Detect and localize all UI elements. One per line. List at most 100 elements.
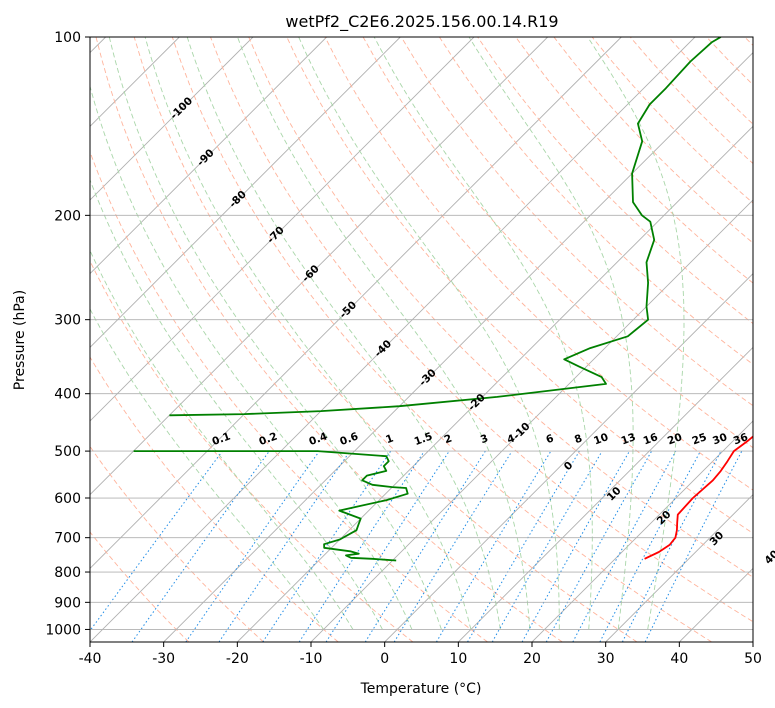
mixing-ratio-label: 2 (443, 432, 454, 446)
moist-adiabat (108, 37, 442, 630)
moist-adiabat (298, 37, 560, 630)
mixing-ratio-label: 30 (711, 431, 729, 447)
dry-adiabat (515, 37, 753, 284)
contour-labels: -100-90-80-70-60-50-40-30-20-10010203040… (168, 95, 775, 567)
plot-frame (89, 36, 754, 643)
mixing-ratio-label: 13 (620, 431, 638, 447)
dry-adiabat (90, 259, 414, 642)
moist-adiabat (90, 308, 324, 630)
dry-adiabat (324, 37, 753, 491)
isotherm-line (458, 346, 753, 642)
x-axis: -40 -30 -20 -10 0 10 20 30 40 50 (79, 642, 762, 667)
mixing-ratio-line (218, 450, 351, 642)
dewpoint-line (169, 37, 722, 417)
dry-adiabat (706, 37, 753, 86)
dry-adiabat (400, 37, 753, 407)
x-tick-label: -40 (79, 651, 102, 667)
isotherm-line (90, 37, 475, 422)
mixing-ratio-line (262, 450, 392, 642)
moist-adiabat (90, 84, 413, 630)
y-tick-label: 900 (54, 595, 81, 611)
y-tick-label: 600 (54, 491, 81, 507)
mixing-ratio-label: 3 (479, 432, 490, 446)
moist-adiabat (373, 37, 593, 630)
mixing-ratio-line (298, 450, 425, 642)
dry-adiabat (90, 445, 264, 642)
x-tick-label: -30 (152, 651, 175, 667)
dry-adiabat (210, 37, 753, 623)
dry-adiabat (668, 37, 753, 125)
y-tick-label: 300 (54, 313, 81, 329)
moist-adiabat (144, 37, 472, 630)
mixing-ratio-label: 0.6 (338, 430, 360, 448)
sounding-lines (133, 37, 753, 562)
y-tick-label: 500 (54, 444, 81, 460)
dry-adiabat (95, 37, 563, 642)
moist-adiabat (90, 249, 354, 630)
x-tick-label: 40 (670, 651, 688, 667)
x-tick-label: 30 (597, 651, 615, 667)
mixing-ratio-line (467, 450, 580, 642)
mixing-ratio-line (644, 450, 743, 642)
temperature-line (644, 435, 753, 560)
isotherm-line (310, 199, 753, 642)
dry-adiabat (248, 37, 753, 578)
moist-adiabat (237, 37, 531, 630)
dry-adiabat (90, 150, 488, 642)
x-tick-label: 20 (523, 651, 541, 667)
chart-title: wetPf2_C2E6.2025.156.00.14.R19 (285, 12, 558, 32)
y-tick-label: 100 (54, 30, 81, 46)
x-tick-label: 10 (449, 651, 467, 667)
mixing-ratio-line (185, 450, 320, 642)
isotherm-line (90, 37, 548, 496)
x-tick-label: 0 (380, 651, 389, 667)
mixing-ratio-line (325, 450, 450, 642)
isotherm-label: 40 (762, 548, 775, 567)
y-axis: 100 200 300 400 500 600 700 800 900 1000 (45, 30, 90, 638)
isotherm-line (90, 37, 622, 569)
dewpoint-line (133, 450, 409, 562)
x-tick-label: -10 (300, 651, 323, 667)
mixing-ratio-line (131, 450, 270, 642)
x-axis-label: Temperature (°C) (360, 681, 482, 697)
mixing-ratio-label: 0.2 (257, 430, 279, 448)
background-lines (90, 37, 753, 642)
isotherm-label: 30 (707, 529, 726, 548)
moist-adiabat (587, 37, 685, 630)
isotherm-line (90, 37, 401, 348)
y-tick-label: 200 (54, 208, 81, 224)
mixing-ratio-label: 8 (573, 432, 584, 446)
mixing-ratio-line (435, 450, 552, 642)
isotherm-label: 10 (605, 485, 624, 504)
isotherm-line (237, 125, 753, 642)
mixing-ratio-label: 20 (666, 431, 684, 447)
moist-adiabat (90, 178, 383, 630)
x-tick-label: 50 (744, 651, 762, 667)
mixing-ratio-label: 10 (592, 431, 610, 447)
isotherm-line (90, 37, 327, 275)
y-tick-label: 800 (54, 565, 81, 581)
isotherm-line (531, 420, 753, 642)
y-tick-label: 1000 (45, 622, 81, 638)
mixing-ratio-label: 36 (732, 431, 750, 447)
dry-adiabat (171, 37, 712, 642)
mixing-ratio-line (90, 450, 223, 632)
isotherm-label: 20 (655, 508, 674, 527)
dry-adiabat (133, 37, 638, 642)
isotherm-line (90, 37, 696, 642)
mixing-ratio-label: 1.5 (413, 430, 435, 448)
isotherm-line (90, 37, 254, 201)
moist-adiabat (468, 37, 634, 630)
mixing-ratio-line (572, 450, 677, 642)
isotherm-line (163, 52, 753, 642)
x-tick-label: -20 (226, 651, 249, 667)
dry-adiabat (439, 37, 753, 365)
isotherm-line (605, 494, 753, 642)
mixing-ratio-label: 25 (691, 431, 709, 447)
mixing-ratio-line (521, 450, 630, 642)
y-axis-label: Pressure (hPa) (12, 290, 28, 390)
mixing-ratio-line (545, 450, 653, 642)
mixing-ratio-label: 0.1 (211, 430, 233, 448)
y-tick-label: 700 (54, 531, 81, 547)
